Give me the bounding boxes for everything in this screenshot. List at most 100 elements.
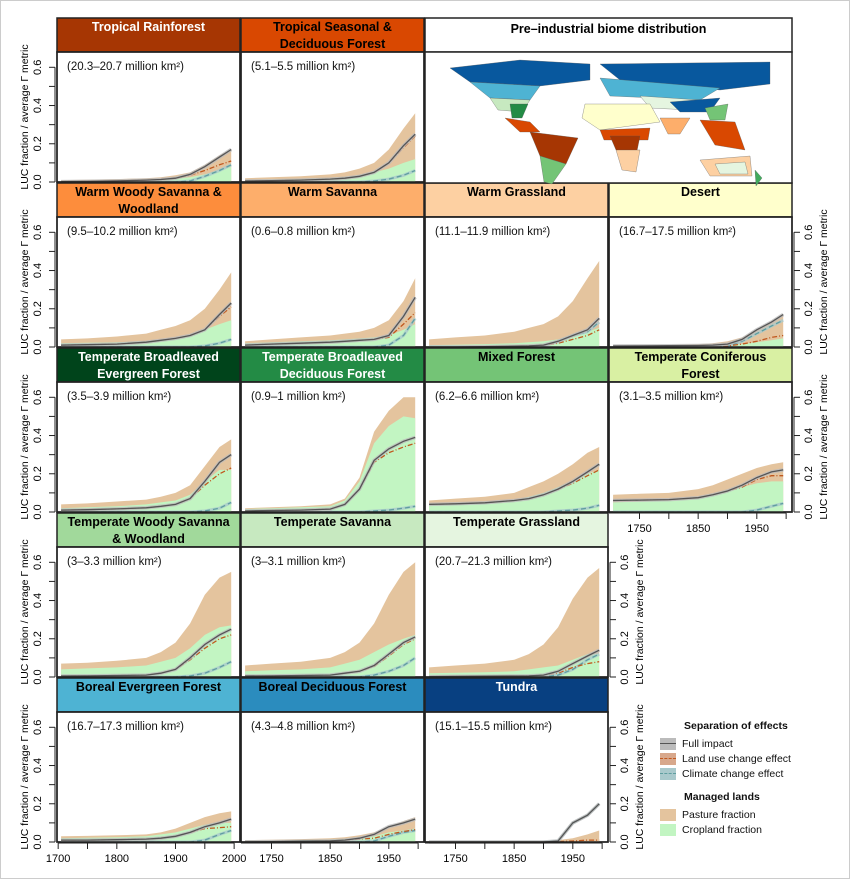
y-axis-label: LUC fraction / average Γ metric — [19, 704, 31, 849]
panel-title: Boreal Deciduous Forest — [259, 680, 408, 694]
y-axis-label: LUC fraction / average Γ metric — [634, 539, 646, 684]
full-impact-swatch — [660, 737, 676, 750]
y-axis-label: LUC fraction / average Γ metric — [19, 539, 31, 684]
panel-header — [424, 182, 609, 218]
panel-desert: Desert (16.7–17.5 million km²) 0.0 0.2 0.4 0.… — [608, 182, 830, 355]
area-label: (3.1–3.5 million km²) — [619, 391, 723, 403]
plot-border — [240, 51, 425, 183]
y-tick-label: 0.6 — [32, 720, 44, 735]
panel-title: Warm Grassland — [467, 185, 566, 199]
luc-swatch — [660, 752, 676, 765]
panel-title: Deciduous Forest — [280, 367, 386, 381]
panel-title: Temperate Broadleaved — [78, 350, 219, 364]
panel-title: Temperate Coniferous — [635, 350, 767, 364]
legend-label-luc: Land use change effect — [682, 752, 791, 765]
pasture-area — [429, 261, 600, 347]
area-label: (0.9–1 million km²) — [251, 391, 346, 403]
y-tick-label: 0.0 — [803, 504, 815, 519]
legend-item-pasture: Pasture fraction — [660, 807, 791, 822]
plot-border — [240, 381, 425, 513]
panel-tropical-rainforest: Tropical Rainforest (20.3–20.7 million km… — [19, 17, 241, 190]
panel-title: Boreal Evergreen Forest — [76, 680, 222, 694]
pasture-area — [429, 568, 600, 677]
area-label: (16.7–17.3 million km²) — [67, 721, 184, 733]
area-label: (20.3–20.7 million km²) — [67, 61, 184, 73]
pasture-area — [245, 278, 416, 347]
cropland-area — [61, 320, 232, 347]
y-tick-label: 0.2 — [619, 631, 631, 646]
y-axis-label: LUC fraction / average Γ metric — [818, 209, 830, 354]
y-tick-label: 0.2 — [619, 796, 631, 811]
x-tick-label: 1950 — [561, 853, 585, 865]
panel-header — [608, 182, 793, 218]
x-tick-label: 1850 — [686, 523, 710, 535]
map-title: Pre–industrial biome distribution — [511, 22, 707, 36]
y-axis-label: LUC fraction / average Γ metric — [818, 374, 830, 519]
panel-title: Tropical Seasonal & — [273, 20, 392, 34]
full-impact-line — [61, 628, 232, 677]
x-tick-label: 2000 — [222, 853, 246, 865]
cropland-area — [245, 324, 416, 347]
panel-warm-savanna: Warm Savanna (0.6–0.8 million km²) — [240, 182, 425, 349]
full-impact-line — [61, 148, 232, 183]
y-axis-label: LUC fraction / average Γ metric — [19, 44, 31, 189]
y-tick-label: 0.0 — [619, 834, 631, 849]
full-impact-line — [429, 463, 600, 506]
y-tick-label: 0.6 — [32, 390, 44, 405]
plot-border — [424, 546, 609, 678]
legend-label-climate: Climate change effect — [682, 767, 784, 780]
x-tick-label: 1750 — [259, 853, 283, 865]
y-tick-label: 0.0 — [32, 339, 44, 354]
map-biome-region — [504, 117, 541, 133]
plot-border — [424, 381, 609, 513]
plot-border — [56, 711, 241, 843]
full-impact-line — [61, 454, 232, 511]
panel-temperate-broadleaved-evergreen-forest: Temperate Broadleaved Evergreen Forest (3.… — [19, 347, 241, 520]
map-biome-region — [615, 149, 641, 173]
x-tick-label: 1950 — [377, 853, 401, 865]
area-label: (3.5–3.9 million km²) — [67, 391, 171, 403]
plot-border — [56, 51, 241, 183]
area-label: (3–3.1 million km²) — [251, 556, 346, 568]
pasture-area — [245, 562, 416, 677]
y-tick-label: 0.4 — [803, 428, 815, 443]
cropland-area — [61, 625, 232, 677]
x-tick-label: 1800 — [105, 853, 129, 865]
legend-item-luc: Land use change effect — [660, 751, 791, 766]
legend-label-full: Full impact — [682, 737, 733, 750]
pasture-area — [245, 113, 416, 182]
cropland-area — [429, 469, 600, 512]
panel-boreal-deciduous-forest: Boreal Deciduous Forest (4.3–4.8 million … — [240, 677, 425, 865]
x-tick-label: 1900 — [163, 853, 187, 865]
area-label: (5.1–5.5 million km²) — [251, 61, 355, 73]
panel-title: Temperate Grassland — [453, 515, 580, 529]
plot-border — [240, 711, 425, 843]
y-tick-label: 0.2 — [32, 301, 44, 316]
full-impact-line — [613, 313, 784, 347]
area-label: (16.7–17.5 million km²) — [619, 226, 736, 238]
panel-title: Deciduous Forest — [280, 37, 386, 51]
panel-mixed-forest: Mixed Forest (6.2–6.6 million km²) — [424, 347, 609, 514]
panel-temperate-broadleaved-deciduous-forest: Temperate Broadleaved Deciduous Forest (0.… — [240, 347, 425, 514]
panel-title: Temperate Savanna — [274, 515, 392, 529]
x-tick-label: 1750 — [627, 523, 651, 535]
y-tick-label: 0.2 — [32, 466, 44, 481]
panel-title: Desert — [681, 185, 721, 199]
full-impact-line — [61, 818, 232, 841]
legend-effects-title: Separation of effects — [684, 720, 788, 732]
area-label: (6.2–6.6 million km²) — [435, 391, 539, 403]
y-tick-label: 0.4 — [32, 263, 44, 278]
cropland-area — [61, 166, 232, 182]
cropland-swatch — [660, 823, 676, 836]
y-tick-label: 0.6 — [619, 555, 631, 570]
plot-border — [240, 216, 425, 348]
panel-temperate-coniferous-forest: Temperate Coniferous Forest (3.1–3.5 milli… — [608, 347, 830, 535]
x-tick-label: 1850 — [502, 853, 526, 865]
panel-header — [240, 512, 425, 548]
y-tick-label: 0.4 — [619, 758, 631, 773]
legend-item-climate: Climate change effect — [660, 766, 791, 781]
map-header — [424, 17, 793, 53]
full-impact-line — [613, 469, 784, 502]
panel-title: Evergreen Forest — [97, 367, 201, 381]
